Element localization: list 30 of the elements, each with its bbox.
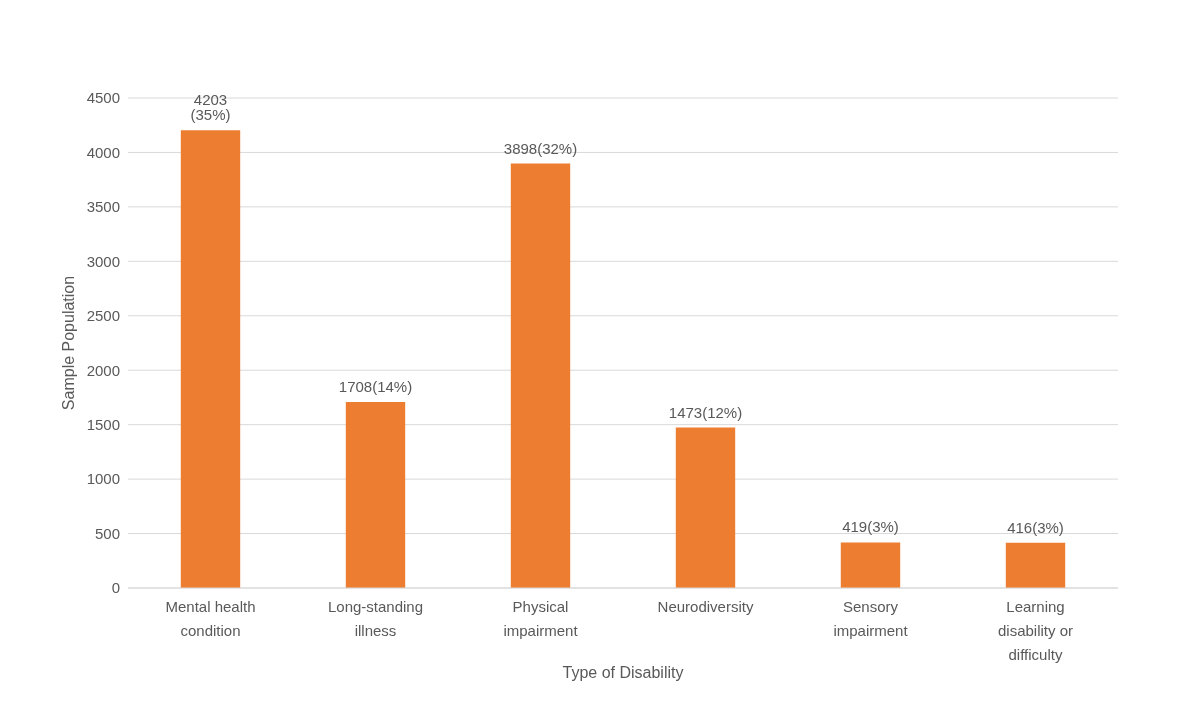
y-axis-title: Sample Population: [59, 275, 77, 411]
bar: [840, 542, 901, 588]
data-label: 4203 (35%): [190, 91, 231, 124]
data-label: 3898(32%): [503, 139, 578, 157]
data-label: 1708(14%): [338, 378, 413, 396]
x-axis-title: Type of Disability: [562, 664, 684, 681]
bar: [345, 402, 406, 588]
data-label: 416(3%): [1007, 518, 1064, 536]
y-tick-label: 1000: [86, 470, 120, 488]
y-tick-label: 0: [111, 579, 120, 597]
y-tick-label: 3000: [86, 252, 120, 270]
bar: [1005, 542, 1066, 588]
x-tick-label: Sensory impairment: [833, 598, 909, 639]
data-label: 1473(12%): [668, 403, 743, 421]
bar: [180, 130, 241, 588]
x-tick-label: Neurodiversity: [657, 598, 754, 615]
y-tick-label: 4000: [86, 143, 120, 161]
y-tick-label: 500: [94, 524, 120, 542]
x-tick-label: Learning disability or difficulty: [997, 598, 1074, 663]
x-tick-label: Physical impairment: [503, 598, 579, 639]
bar: [510, 163, 571, 588]
y-tick-label: 1500: [86, 415, 120, 433]
y-tick-label: 4500: [86, 89, 120, 107]
y-tick-label: 2500: [86, 307, 120, 325]
data-label: 419(3%): [842, 518, 899, 536]
x-tick-label: Long-standing illness: [327, 598, 424, 639]
y-tick-label: 2000: [86, 361, 120, 379]
bar: [675, 427, 736, 588]
x-tick-label: Mental health condition: [165, 598, 256, 639]
y-tick-label: 3500: [86, 198, 120, 216]
